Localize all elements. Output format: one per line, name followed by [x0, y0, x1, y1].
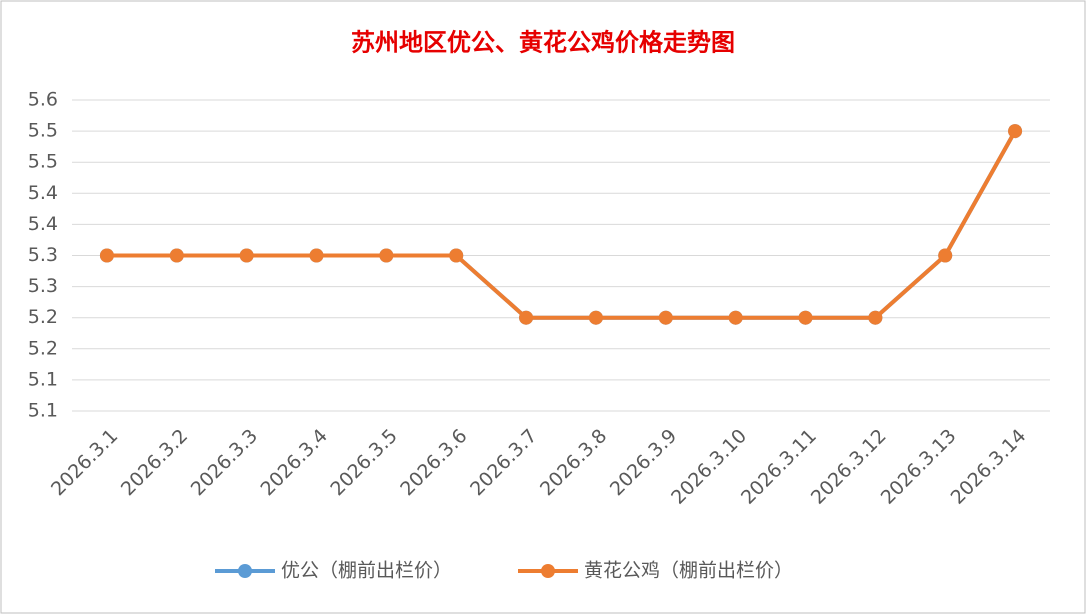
legend-marker — [238, 564, 252, 578]
y-tick-label: 5.3 — [28, 275, 58, 297]
y-tick-label: 5.2 — [28, 337, 58, 359]
data-point — [868, 310, 883, 325]
data-point — [309, 248, 324, 263]
y-tick-label: 5.6 — [28, 89, 58, 111]
data-point — [728, 310, 743, 325]
data-point — [99, 248, 114, 263]
y-tick-label: 5.3 — [28, 244, 58, 266]
legend-marker — [541, 564, 555, 578]
data-point — [379, 248, 394, 263]
data-point — [588, 310, 603, 325]
legend-label: 优公（棚前出栏价） — [281, 560, 452, 582]
series-line — [106, 130, 1017, 320]
data-point — [519, 310, 534, 325]
y-tick-label: 5.5 — [28, 120, 58, 142]
y-tick-label: 5.1 — [28, 368, 58, 390]
legend-label: 黄花公鸡（棚前出栏价） — [584, 560, 793, 582]
y-tick-label: 5.2 — [28, 306, 58, 328]
y-tick-label: 5.4 — [28, 182, 58, 204]
data-point — [1008, 124, 1023, 139]
data-point — [658, 310, 673, 325]
y-tick-label: 5.4 — [28, 213, 58, 235]
data-point — [798, 310, 813, 325]
data-point — [938, 248, 953, 263]
data-point — [449, 248, 464, 263]
data-point — [239, 248, 254, 263]
y-tick-label: 5.5 — [28, 151, 58, 173]
data-point — [169, 248, 184, 263]
chart-title: 苏州地区优公、黄花公鸡价格走势图 — [351, 28, 735, 57]
y-tick-label: 5.1 — [28, 400, 58, 422]
